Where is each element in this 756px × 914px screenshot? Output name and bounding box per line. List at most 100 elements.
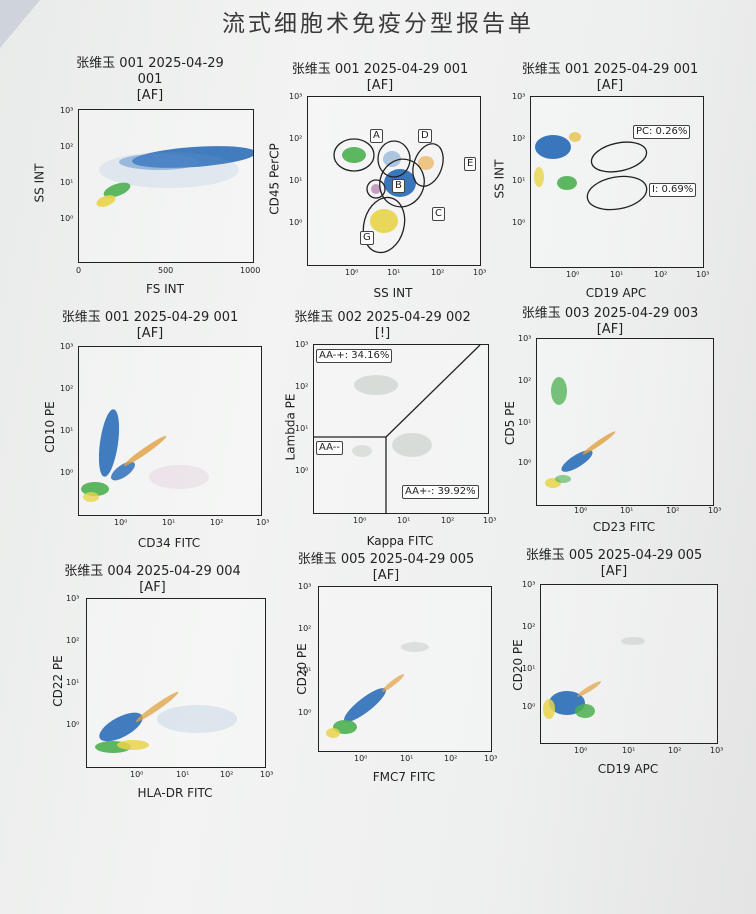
plot-area: [78, 109, 254, 263]
x-tick: 10¹: [162, 518, 176, 527]
y-tick: 10²: [512, 134, 526, 143]
plot-header: 张维玉 001 2025-04-29 001 [AF]: [30, 56, 270, 104]
gate-label: B: [392, 179, 405, 193]
x-axis-label: HLA-DR FITC: [137, 786, 213, 800]
y-tick: 10¹: [298, 666, 312, 675]
plot-sample-line: 张维玉 001 2025-04-29 001: [61, 310, 239, 325]
y-axis-label: CD10 PE: [42, 401, 57, 453]
y-tick: 10⁰: [60, 468, 74, 477]
plot-sample-line: 张维玉 001 2025-04-29 001: [291, 62, 469, 77]
plot-cd19-cd20: 张维玉 005 2025-04-29 005 [AF] CD20 PE CD19…: [496, 548, 732, 798]
y-tick: 10¹: [522, 664, 536, 673]
y-tick: 10⁰: [522, 702, 536, 711]
y-tick: 10³: [518, 334, 532, 343]
plot-cd23-cd5: 张维玉 003 2025-04-29 003 [AF] CD5 PE CD23 …: [490, 306, 730, 556]
y-tick: 10⁰: [295, 466, 309, 475]
x-tick: 10³: [256, 518, 270, 527]
gate-label: PC: 0.26%: [633, 125, 691, 139]
y-tick: 10²: [60, 142, 74, 151]
x-tick: 10²: [210, 518, 224, 527]
y-tick: 10³: [522, 580, 536, 589]
y-tick: 10³: [289, 92, 303, 101]
plot-kappa-lambda: 张维玉 002 2025-04-29 002 [!] AA-+: 34.16% …: [265, 310, 500, 560]
dot-cloud: [333, 138, 444, 254]
plot-sample-line: 张维玉 002 2025-04-29 002: [294, 310, 471, 325]
dot-cloud: [314, 345, 481, 513]
plot-header: 张维玉 005 2025-04-29 005 [AF]: [496, 548, 732, 580]
y-tick: 10⁰: [298, 708, 312, 717]
plot-area: AA-+: 34.16% AA-- AA+-: 39.92%: [313, 344, 489, 514]
plot-header: 张维玉 004 2025-04-29 004 [AF]: [30, 564, 275, 596]
x-axis-label: CD19 APC: [585, 286, 647, 300]
y-tick: 10⁰: [518, 458, 532, 467]
y-axis-label: CD45 PerCP: [267, 143, 282, 215]
gate-label: I: 0.69%: [649, 183, 697, 197]
y-tick: 10³: [298, 582, 312, 591]
plot-sample-line: 张维玉 003 2025-04-29 003: [521, 306, 699, 321]
plot-sample-line: 张维玉 005 2025-04-29 005: [525, 548, 703, 563]
y-tick: 10⁰: [512, 218, 526, 227]
x-tick: 10¹: [387, 268, 401, 277]
plot-cd34-cd10: 张维玉 001 2025-04-29 001 [AF] CD10 PE CD34…: [30, 310, 270, 560]
y-axis-label: SS INT: [492, 159, 507, 199]
x-axis-label: CD34 FITC: [137, 536, 201, 550]
plot-fmc7-cd20: 张维玉 005 2025-04-29 005 [AF] CD20 PE FMC7…: [270, 552, 502, 802]
plot-flag: [AF]: [366, 78, 394, 93]
plot-header: 张维玉 003 2025-04-29 003 [AF]: [490, 306, 730, 338]
x-tick: 10⁰: [130, 770, 144, 779]
x-tick: 10¹: [176, 770, 190, 779]
plot-area: [318, 586, 492, 752]
y-tick: 10¹: [60, 426, 74, 435]
x-tick: 10¹: [622, 746, 636, 755]
plot-tube-line: 001: [137, 72, 163, 87]
gate-label: AA--: [316, 441, 343, 455]
x-tick: 10²: [220, 770, 234, 779]
x-tick: 10²: [441, 516, 455, 525]
x-tick: 10⁰: [574, 506, 588, 515]
x-tick: 10¹: [397, 516, 411, 525]
x-axis-label: CD19 APC: [597, 762, 659, 776]
plot-flag: [AF]: [596, 78, 624, 93]
y-axis-label: SS INT: [32, 163, 47, 203]
y-tick: 10²: [289, 134, 303, 143]
plot-area: PC: 0.26% I: 0.69%: [530, 96, 704, 268]
report-title: 流式细胞术免疫分型报告单: [222, 11, 534, 37]
x-tick: 10³: [473, 268, 487, 277]
x-tick: 500: [158, 266, 174, 275]
dot-cloud: [534, 132, 648, 211]
dot-cloud: [326, 642, 429, 738]
y-axis-label: CD5 PE: [502, 401, 517, 445]
x-tick: 10⁰: [354, 754, 368, 763]
y-tick: 10¹: [66, 678, 80, 687]
plot-flag: [AF]: [136, 326, 164, 341]
y-tick: 10²: [66, 636, 80, 645]
plot-ss-cd45: 张维玉 001 2025-04-29 001 [AF] A D E B: [265, 62, 495, 302]
x-tick: 10³: [483, 516, 497, 525]
y-tick: 10¹: [60, 178, 74, 187]
y-tick: 10²: [518, 376, 532, 385]
x-tick: 10²: [444, 754, 458, 763]
plot-cd19-ss: 张维玉 001 2025-04-29 001 [AF] PC: 0.26% I:…: [490, 62, 730, 302]
y-axis-label: CD22 PE: [50, 655, 65, 707]
x-tick: 10⁰: [345, 268, 359, 277]
y-tick: 10³: [295, 340, 309, 349]
x-tick: 10⁰: [114, 518, 128, 527]
y-tick: 10²: [60, 384, 74, 393]
y-tick: 10⁰: [289, 218, 303, 227]
x-tick: 10¹: [610, 270, 624, 279]
gate-label: D: [418, 129, 432, 143]
x-tick: 10⁰: [353, 516, 367, 525]
plot-area: [86, 598, 266, 768]
dot-cloud: [95, 691, 237, 753]
x-tick: 10³: [484, 754, 498, 763]
plot-area: [536, 338, 714, 506]
x-tick: 10³: [710, 746, 724, 755]
dot-cloud: [96, 146, 253, 207]
plot-sample-line: 张维玉 001 2025-04-29 001: [521, 62, 699, 77]
gate-label: C: [432, 207, 445, 221]
x-axis-label: CD23 FITC: [592, 520, 656, 534]
x-tick: 0: [76, 266, 82, 275]
plot-area: [78, 346, 262, 516]
dot-cloud: [545, 377, 616, 488]
